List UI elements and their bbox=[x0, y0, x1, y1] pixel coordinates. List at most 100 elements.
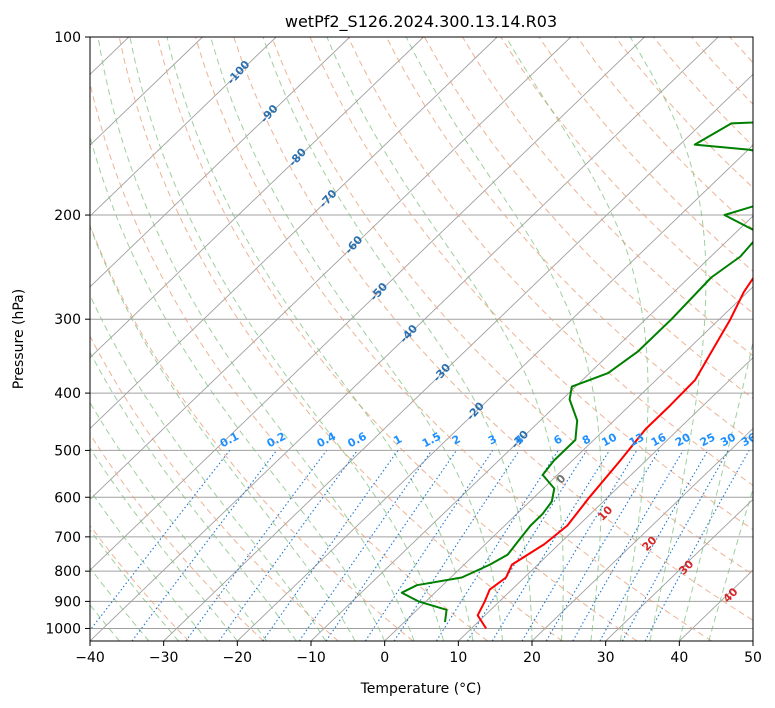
mixing-ratio-line bbox=[572, 450, 684, 641]
moist-adiabat-line bbox=[405, 37, 602, 641]
mixing-ratio-line bbox=[90, 450, 231, 632]
isotherm-line bbox=[90, 37, 424, 359]
isotherm-line bbox=[310, 215, 753, 641]
mixing-ratio-label: 2 bbox=[450, 432, 463, 447]
dry-adiabat-line bbox=[576, 37, 753, 230]
mixing-ratio-label: 0.1 bbox=[218, 430, 241, 451]
dry-adiabat-line bbox=[118, 37, 563, 641]
moist-adiabat-line bbox=[90, 489, 209, 641]
mixing-ratio-line bbox=[644, 450, 750, 641]
moist-adiabat-line bbox=[262, 37, 533, 641]
x-tick-label: 0 bbox=[380, 650, 389, 666]
mixing-ratio-label: 25 bbox=[698, 431, 718, 450]
mixing-ratio-label: 8 bbox=[580, 432, 593, 447]
y-tick-label: 700 bbox=[54, 530, 81, 546]
isotherm-line bbox=[679, 569, 753, 641]
mixing-ratio-line bbox=[521, 450, 638, 641]
x-tick-label: −20 bbox=[223, 650, 253, 666]
isotherm-line bbox=[458, 357, 753, 641]
isotherm-line bbox=[90, 37, 645, 571]
x-tick-label: −40 bbox=[75, 650, 105, 666]
y-axis-title: Pressure (hPa) bbox=[11, 289, 27, 389]
mixing-ratio-label: 1.5 bbox=[420, 430, 443, 451]
dry-adiabat-line bbox=[90, 335, 339, 641]
moist-adiabat-line bbox=[90, 351, 297, 641]
mixing-ratio-line bbox=[393, 450, 520, 641]
x-tick-label: 30 bbox=[597, 650, 615, 666]
moist-adiabat-line bbox=[210, 37, 503, 641]
mixing-ratio-line bbox=[185, 450, 328, 641]
dry-adiabat-label: -100 bbox=[224, 58, 252, 87]
mixing-ratio-label: 0.4 bbox=[315, 429, 339, 450]
y-tick-label: 500 bbox=[54, 443, 81, 459]
dry-adiabat-line bbox=[90, 524, 190, 641]
x-axis-title: Temperature (°C) bbox=[360, 681, 482, 697]
mixing-ratio-label: 13 bbox=[627, 431, 647, 450]
mixing-ratio-line bbox=[298, 450, 433, 641]
dry-adiabat-line bbox=[195, 37, 712, 641]
moist-adiabat-line bbox=[90, 401, 268, 641]
isotherm-line bbox=[531, 427, 753, 641]
y-tick-label: 200 bbox=[54, 208, 81, 224]
mixing-ratio-label: 1 bbox=[391, 432, 404, 447]
mixing-ratio-label: 6 bbox=[552, 432, 565, 447]
dry-adiabat-line bbox=[691, 37, 753, 106]
mixing-ratio-label: 0.2 bbox=[265, 430, 288, 451]
y-tick-label: 1000 bbox=[45, 621, 81, 637]
mixing-ratio-line bbox=[621, 450, 729, 641]
dry-adiabat-line bbox=[653, 37, 753, 147]
x-tick-label: −10 bbox=[296, 650, 326, 666]
mixing-ratio-label: 16 bbox=[649, 430, 669, 449]
mixing-ratio-label: 20 bbox=[673, 430, 693, 449]
x-tick-label: 40 bbox=[670, 650, 688, 666]
isotherm-line bbox=[90, 37, 719, 641]
mixing-ratio-line bbox=[599, 450, 709, 641]
mixing-ratio-label: 36 bbox=[739, 430, 759, 449]
dry-adiabat-line bbox=[233, 37, 753, 621]
dry-adiabat-line bbox=[90, 224, 414, 641]
y-tick-label: 100 bbox=[54, 30, 81, 46]
y-tick-label: 400 bbox=[54, 386, 81, 402]
mixing-ratio-label: 30 bbox=[718, 430, 738, 449]
isotherm-line bbox=[0, 37, 55, 641]
mixing-ratio-line bbox=[262, 450, 399, 641]
y-tick-label: 300 bbox=[54, 312, 81, 328]
isotherm-line bbox=[384, 286, 753, 641]
moist-adiabat-line bbox=[505, 37, 649, 641]
moist-adiabat-label: 30 bbox=[676, 557, 696, 577]
dry-adiabat-line bbox=[729, 37, 753, 64]
x-tick-label: 20 bbox=[523, 650, 541, 666]
x-tick-label: −30 bbox=[149, 650, 179, 666]
isotherm-line bbox=[90, 37, 572, 500]
isotherm-line bbox=[163, 73, 753, 641]
isotherm-line bbox=[90, 37, 277, 217]
moist-adiabat-line bbox=[326, 37, 564, 641]
dry-adiabat-line bbox=[614, 37, 753, 189]
dry-adiabat-line bbox=[462, 37, 753, 357]
moist-adiabat-line bbox=[90, 447, 238, 641]
moist-adiabat-line bbox=[166, 37, 474, 641]
y-tick-label: 600 bbox=[54, 490, 81, 506]
mixing-ratio-line bbox=[218, 450, 358, 641]
dewpoint-profile-line bbox=[400, 121, 753, 623]
x-tick-label: 10 bbox=[449, 650, 467, 666]
moist-adiabat-line bbox=[678, 339, 753, 641]
moist-adiabat-label: 0 bbox=[554, 472, 569, 487]
moist-adiabat-line bbox=[90, 225, 356, 641]
isotherm-line bbox=[90, 37, 498, 430]
moist-adiabat-line bbox=[90, 528, 179, 641]
isotherm-line bbox=[605, 498, 753, 641]
temperature-profile-line bbox=[476, 276, 753, 630]
dry-adiabat-line bbox=[768, 37, 775, 641]
moist-adiabat-line bbox=[90, 293, 327, 641]
mixing-ratio-line bbox=[325, 450, 457, 641]
isotherm-line bbox=[752, 640, 753, 641]
moist-adiabat-line bbox=[129, 37, 445, 641]
dry-adiabat-line bbox=[90, 80, 488, 641]
mixing-ratio-line bbox=[364, 450, 494, 641]
isotherm-line bbox=[90, 37, 351, 288]
y-tick-label: 900 bbox=[54, 594, 81, 610]
moist-adiabat-line bbox=[90, 134, 386, 641]
plot-frame bbox=[89, 36, 754, 642]
